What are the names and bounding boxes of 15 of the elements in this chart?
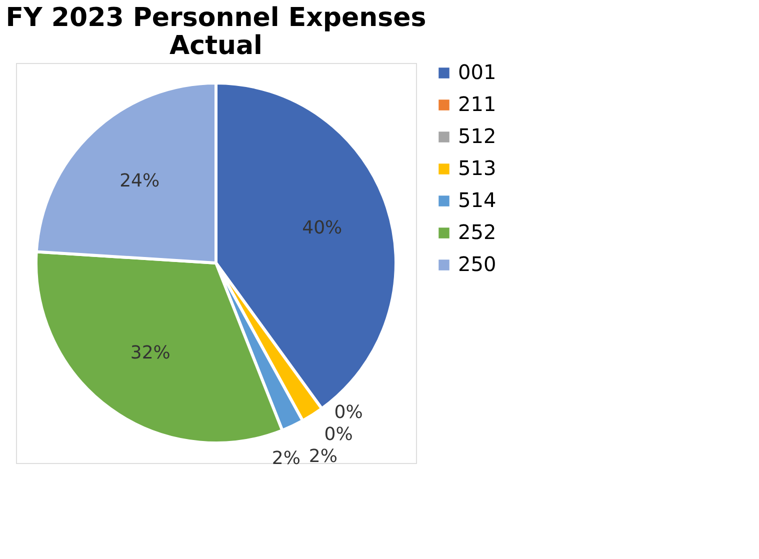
legend-label: 250 xyxy=(458,252,496,276)
data-label: 2% xyxy=(308,446,338,467)
data-label: 24% xyxy=(120,170,160,192)
data-label: 40% xyxy=(302,218,342,239)
legend-label: 252 xyxy=(458,220,496,244)
chart-title: FY 2023 Personnel Expenses Actual xyxy=(6,3,426,61)
data-label: 32% xyxy=(130,342,170,364)
legend-label: 513 xyxy=(458,156,496,180)
data-label: 2% xyxy=(272,448,300,469)
legend-label: 512 xyxy=(458,124,496,148)
legend-label: 001 xyxy=(458,60,496,84)
legend-label: 514 xyxy=(458,188,496,212)
legend-label: 211 xyxy=(458,92,496,116)
text: 0% xyxy=(334,402,363,423)
text: 0% xyxy=(324,424,353,445)
